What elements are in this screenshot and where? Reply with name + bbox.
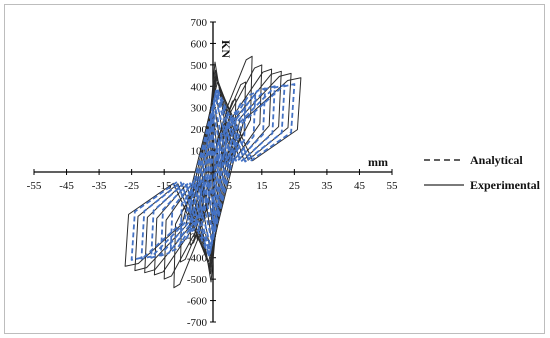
y-tick-label: 700 (191, 17, 208, 29)
legend-analytical-label: Analytical (470, 153, 523, 167)
x-tick-label: -55 (27, 180, 42, 192)
y-tick-label: 200 (191, 124, 208, 136)
y-tick-label: -400 (187, 253, 208, 265)
y-tick-label: 600 (191, 38, 208, 50)
hysteresis-loop (124, 77, 302, 267)
x-tick-label: -45 (59, 180, 74, 192)
tick-labels: -55 -45 -35 -25 -15 -5 5 15 25 35 45 55700600500400… (27, 17, 398, 329)
x-tick-label: 35 (321, 180, 333, 192)
hysteresis-loop (150, 85, 276, 259)
x-tick-label: 55 (387, 180, 399, 192)
hysteresis-loop (199, 124, 227, 220)
x-tick-label: 25 (289, 180, 301, 192)
x-axis-title: mm (368, 155, 388, 169)
hysteresis-loop (189, 98, 237, 246)
x-tick-label: 15 (256, 180, 268, 192)
y-tick-label: -600 (187, 296, 208, 308)
y-tick-label: -500 (187, 274, 208, 286)
chart-frame (4, 4, 545, 334)
legend-experimental-label: Experimental (470, 178, 541, 192)
x-tick-label: -25 (124, 180, 139, 192)
y-axis-title: KN (219, 40, 233, 58)
hysteresis-loop (130, 83, 296, 261)
hysteresis-loop (140, 84, 286, 260)
legend: Analytical Experimental (424, 153, 541, 192)
y-tick-label: 500 (191, 60, 208, 72)
y-tick-label: 300 (191, 103, 208, 115)
hysteresis-loop (169, 91, 257, 253)
x-tick-label: -35 (92, 180, 107, 192)
x-tick-label: 5 (227, 180, 233, 192)
hysteresis-loop (160, 87, 266, 257)
x-tick-label: 45 (354, 180, 366, 192)
y-tick-label: 400 (191, 81, 208, 93)
series-analytical (130, 83, 296, 261)
series-layer (124, 55, 302, 289)
y-tick-label: -700 (187, 317, 208, 329)
axes (33, 21, 393, 323)
